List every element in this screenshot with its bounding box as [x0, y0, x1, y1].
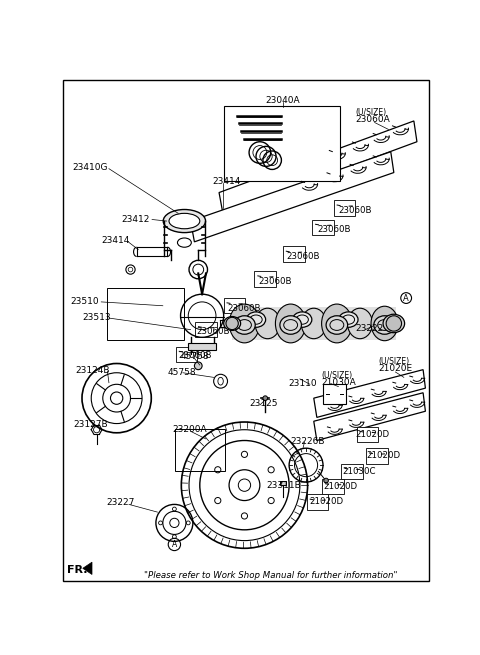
Bar [108, 288, 184, 341]
Text: 23412: 23412 [121, 215, 150, 224]
Text: 23311B: 23311B [267, 481, 301, 489]
Text: 23060B: 23060B [338, 206, 372, 215]
Text: A: A [172, 540, 177, 549]
Text: (U/SIZE): (U/SIZE) [378, 358, 409, 366]
Text: 21020E: 21020E [378, 364, 413, 373]
Text: 21020D: 21020D [355, 430, 389, 439]
Bar [254, 271, 276, 286]
Text: "Please refer to Work Shop Manual for further information": "Please refer to Work Shop Manual for fu… [144, 571, 398, 580]
Text: (U/SIZE): (U/SIZE) [355, 108, 386, 117]
Text: 23227: 23227 [106, 498, 134, 507]
Ellipse shape [163, 210, 205, 233]
Ellipse shape [339, 312, 358, 328]
Text: 21030A: 21030A [322, 378, 356, 387]
Bar [366, 448, 388, 464]
Text: 21020D: 21020D [366, 451, 400, 460]
Text: 23060B: 23060B [197, 328, 230, 336]
Text: (U/SIZE): (U/SIZE) [322, 371, 353, 380]
Text: 23414: 23414 [101, 236, 130, 246]
Text: 23110: 23110 [288, 379, 317, 388]
Text: 45758: 45758 [180, 352, 209, 361]
Text: 23200A: 23200A [173, 425, 207, 434]
Ellipse shape [293, 312, 312, 328]
Text: 23226B: 23226B [291, 437, 325, 445]
Circle shape [324, 478, 328, 483]
Text: 45758: 45758 [168, 368, 196, 377]
Ellipse shape [326, 316, 348, 334]
Text: 21020D: 21020D [323, 482, 357, 491]
Ellipse shape [224, 316, 240, 330]
Bar [195, 322, 217, 337]
Circle shape [194, 362, 202, 369]
Text: 23125: 23125 [249, 399, 277, 408]
Circle shape [386, 316, 402, 331]
Bar [224, 298, 245, 314]
Ellipse shape [276, 304, 306, 343]
Text: 23060B: 23060B [178, 351, 212, 360]
Bar [225, 105, 340, 181]
Bar [357, 426, 378, 442]
Ellipse shape [169, 214, 200, 229]
Bar [323, 384, 346, 403]
Ellipse shape [246, 312, 265, 328]
Text: 23410G: 23410G [73, 163, 108, 172]
Ellipse shape [383, 314, 405, 333]
Polygon shape [314, 393, 425, 441]
Text: 23060B: 23060B [228, 304, 261, 313]
Circle shape [226, 317, 238, 329]
Text: 23060B: 23060B [286, 252, 320, 261]
Ellipse shape [255, 309, 280, 339]
Text: FR.: FR. [67, 565, 88, 575]
Text: A: A [403, 293, 409, 303]
Polygon shape [219, 121, 417, 214]
Ellipse shape [374, 316, 396, 334]
Bar [188, 343, 216, 350]
Text: 23060B: 23060B [318, 225, 351, 234]
Text: 23513: 23513 [83, 314, 111, 322]
Text: 23510: 23510 [71, 297, 99, 307]
Bar [334, 200, 355, 215]
Ellipse shape [280, 316, 301, 334]
Bar [280, 481, 286, 485]
Text: 21020D: 21020D [309, 498, 343, 506]
Ellipse shape [301, 309, 326, 339]
Polygon shape [314, 369, 425, 417]
Text: 23124B: 23124B [75, 365, 109, 375]
Text: 23127B: 23127B [73, 420, 108, 429]
Bar [307, 495, 328, 510]
Text: 23040A: 23040A [265, 96, 300, 105]
Polygon shape [232, 307, 396, 341]
Bar [341, 464, 363, 479]
Bar [283, 246, 304, 262]
Text: 23060A: 23060A [355, 115, 390, 124]
Ellipse shape [229, 304, 260, 343]
Bar [322, 479, 344, 495]
Ellipse shape [234, 316, 255, 334]
Polygon shape [83, 562, 92, 574]
Bar [312, 219, 334, 235]
Ellipse shape [348, 309, 372, 339]
Text: 23222: 23222 [355, 324, 384, 333]
Bar [176, 346, 197, 362]
Text: 23060B: 23060B [258, 277, 292, 286]
Text: 21030C: 21030C [342, 468, 376, 476]
Ellipse shape [322, 304, 352, 343]
Bar [175, 429, 225, 472]
Ellipse shape [371, 306, 398, 341]
Circle shape [263, 396, 267, 400]
Text: 23414: 23414 [212, 177, 240, 186]
Polygon shape [191, 152, 394, 242]
